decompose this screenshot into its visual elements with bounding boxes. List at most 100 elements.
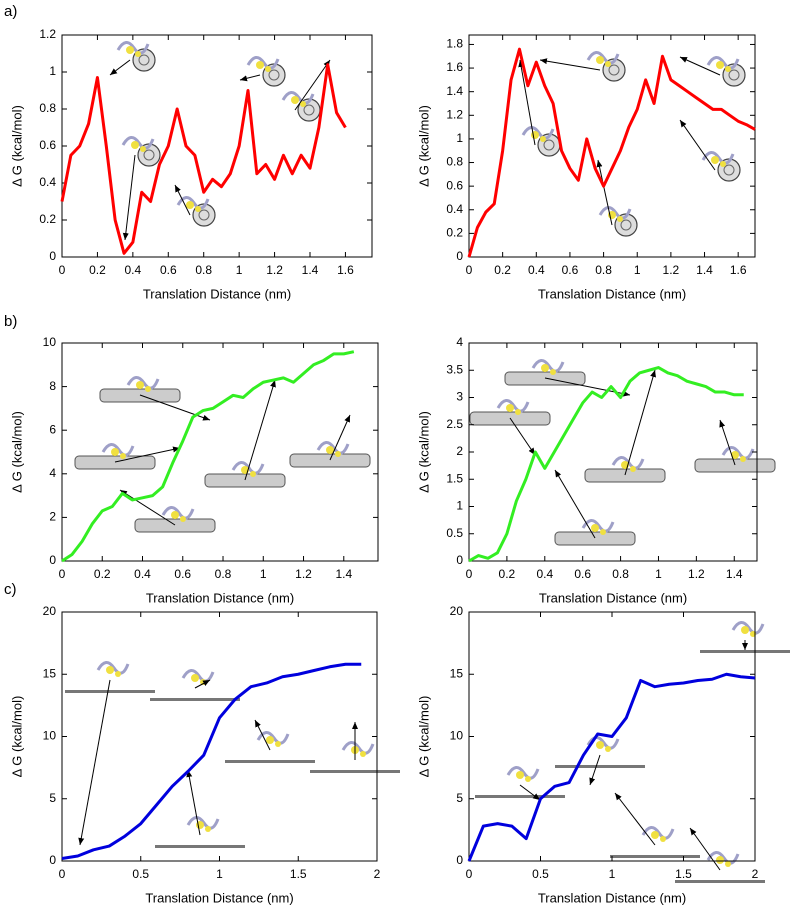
data-line (61, 662, 362, 860)
x-tick-label: 1 (236, 263, 243, 277)
peptide (96, 661, 130, 675)
plot-frame (468, 34, 756, 258)
peptide-residue (740, 456, 746, 462)
peptide-residue (600, 529, 606, 535)
graphene-sheet (475, 795, 565, 798)
peptide-residue (180, 516, 186, 522)
x-tick-label: 0.8 (595, 263, 612, 277)
peptide-residue (725, 66, 731, 72)
y-tick-label: 1.2 (39, 27, 56, 41)
y-tick-label: 1.6 (446, 60, 463, 74)
peptide (281, 91, 315, 105)
x-tick-label: 0.6 (174, 567, 191, 581)
y-tick-label: 1 (456, 131, 463, 145)
y-axis-label: Δ G (kcal/mol) (9, 411, 24, 493)
peptide-residue (111, 448, 119, 456)
arrow (554, 469, 596, 539)
y-tick-label: 0.2 (39, 212, 56, 226)
x-tick-label: 1 (216, 867, 223, 881)
y-tick-label: 1 (49, 64, 56, 78)
plot-frame (61, 342, 379, 562)
peptide-residue (275, 741, 281, 747)
arrow (589, 754, 601, 786)
peptide (161, 506, 195, 520)
arrow (539, 58, 601, 71)
fullerene-core (198, 209, 210, 221)
peptide (586, 51, 620, 65)
x-tick-label: 0 (466, 567, 473, 581)
peptide-residue (540, 136, 546, 142)
x-tick-label: 1.6 (337, 263, 354, 277)
data-line (467, 47, 756, 258)
x-tick-label: 0.2 (499, 567, 516, 581)
y-tick-label: 3 (456, 390, 463, 404)
y-axis-label: Δ G (kcal/mol) (416, 105, 431, 187)
x-tick-label: 0.4 (536, 567, 553, 581)
x-tick-label: 1 (260, 567, 267, 581)
peptide-residue (651, 831, 659, 839)
arrow (294, 59, 331, 111)
arrow (119, 489, 176, 526)
peptide (641, 826, 675, 840)
peptide-residue (120, 453, 126, 459)
graphene-sheet (150, 698, 240, 701)
peptide-residue (171, 511, 179, 519)
y-tick-label: 2 (49, 510, 56, 524)
peptide (341, 741, 375, 755)
y-axis-label: Δ G (kcal/mol) (9, 105, 24, 187)
peptide-residue (126, 46, 134, 54)
y-axis-label: Δ G (kcal/mol) (416, 411, 431, 493)
peptide-residue (605, 746, 611, 752)
y-tick-label: 0.8 (446, 155, 463, 169)
arrow (114, 446, 181, 463)
fullerene-core (138, 54, 150, 66)
x-tick-label: 1.4 (726, 567, 743, 581)
y-tick-label: 1.4 (446, 84, 463, 98)
peptide (121, 136, 155, 150)
y-tick-label: 0 (49, 249, 56, 263)
peptide (731, 621, 765, 635)
graphene-sheet (555, 765, 645, 768)
x-tick-label: 1 (609, 867, 616, 881)
arrow (78, 679, 111, 846)
peptide (611, 456, 645, 470)
x-tick-label: 0 (59, 263, 66, 277)
arrow (679, 119, 716, 171)
peptide (701, 151, 735, 165)
x-tick-label: 0.4 (528, 263, 545, 277)
peptide-residue (720, 161, 726, 167)
x-tick-label: 0.2 (494, 263, 511, 277)
fullerene-core (143, 149, 155, 161)
peptide (496, 399, 530, 413)
y-tick-label: 0 (456, 553, 463, 567)
x-axis-label: Translation Distance (nm) (538, 890, 686, 905)
x-tick-label: 1.6 (730, 263, 747, 277)
x-tick-label: 0.8 (195, 263, 212, 277)
fullerene-core (728, 69, 740, 81)
arrow (254, 719, 271, 751)
y-tick-label: 15 (43, 666, 57, 680)
y-tick-label: 4 (49, 466, 56, 480)
nanotube (204, 473, 286, 488)
arrow (194, 679, 211, 689)
y-tick-label: 1.2 (446, 107, 463, 121)
nanotube (289, 453, 371, 468)
peptide-residue (195, 206, 201, 212)
data-line (467, 672, 756, 862)
peptide (181, 669, 215, 683)
x-tick-label: 0.2 (89, 263, 106, 277)
peptide-residue (506, 404, 514, 412)
fullerene-core (608, 64, 620, 76)
panel-label: b) (4, 313, 17, 330)
peptide-residue (300, 101, 306, 107)
x-tick-label: 0.6 (562, 263, 579, 277)
x-tick-label: 0 (466, 867, 473, 881)
x-tick-label: 1.5 (675, 867, 692, 881)
x-tick-label: 0 (59, 867, 66, 881)
x-tick-label: 0.2 (94, 567, 111, 581)
x-axis-label: Translation Distance (nm) (146, 590, 294, 605)
y-tick-label: 0.4 (39, 175, 56, 189)
y-tick-label: 3.5 (446, 362, 463, 376)
peptide-residue (731, 451, 739, 459)
